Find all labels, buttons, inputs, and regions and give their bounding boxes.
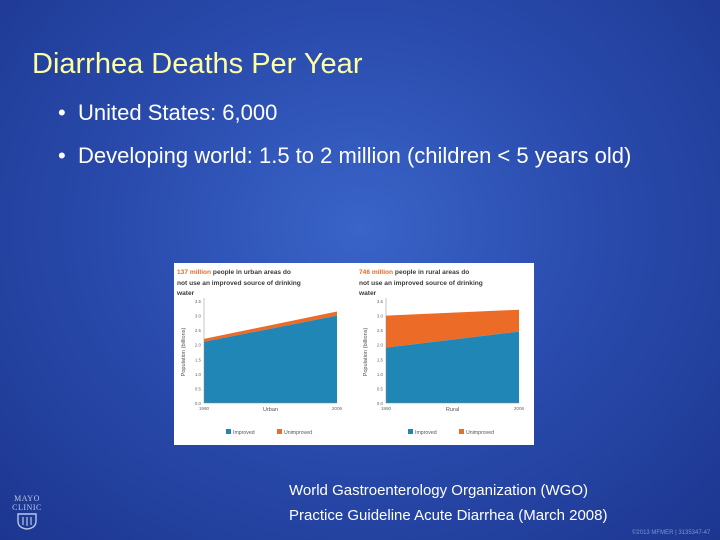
- chart-1-ytick-label: 3.0: [195, 314, 202, 319]
- bullet-text: United States: 6,000: [78, 100, 278, 125]
- chart-1-legend-label-improved: Improved: [233, 430, 255, 436]
- slide-title: Diarrhea Deaths Per Year: [32, 48, 363, 80]
- chart-2-unimproved-area: [386, 309, 519, 348]
- chart-1-legend-label-unimproved: Unimproved: [284, 430, 312, 436]
- bullet-dot: •: [58, 143, 66, 168]
- chart-1-xlabel: Urban: [263, 407, 278, 413]
- chart-2-ytick-label: 3.5: [377, 299, 384, 304]
- chart-2-xtick-label: 1990: [381, 406, 392, 411]
- citation-line-1: World Gastroenterology Organization (WGO…: [289, 482, 588, 499]
- chart-2-improved-area: [386, 331, 519, 403]
- chart-2-ytick-label: 3.0: [377, 314, 384, 319]
- chart-2-title-text: people in rural areas do: [395, 269, 469, 276]
- chart-1-ytick-label: 0.0: [195, 401, 202, 406]
- bullet-dot: •: [58, 100, 66, 125]
- chart-1-ylabel: Population (billions): [181, 327, 187, 376]
- bullet-text: Developing world: 1.5 to 2 million (chil…: [78, 143, 632, 168]
- chart-2-title-line-2: not use an improved source of drinking: [359, 280, 483, 287]
- chart-2-ytick-label: 2.0: [377, 343, 384, 348]
- chart-1-legend-swatch-unimproved: [277, 429, 282, 434]
- chart-1-title-line-1: 137 million people in urban areas do: [177, 269, 291, 276]
- shield-icon: [17, 513, 37, 530]
- copyright-notice: ©2013 MFMER | 3135347-47: [632, 530, 711, 536]
- chart-1-legend-swatch-improved: [226, 429, 231, 434]
- chart-2-legend-swatch-improved: [408, 429, 413, 434]
- logo-wordmark: MAYO CLINIC: [12, 494, 42, 512]
- chart-1-xtick-label: 2006: [332, 406, 343, 411]
- chart-1-title-text: people in urban areas do: [213, 269, 291, 276]
- chart-2-ylabel: Population (billions): [363, 327, 369, 376]
- chart-1-title-highlight: 137 million: [177, 269, 213, 276]
- mayo-clinic-logo: MAYO CLINIC: [10, 494, 44, 536]
- chart-2-ytick-label: 0.0: [377, 401, 384, 406]
- area-charts-svg: 137 million people in urban areas do not …: [176, 269, 525, 436]
- chart-1-improved-area: [204, 315, 337, 403]
- chart-1-title-line-3: water: [176, 290, 195, 297]
- chart-2-title-line-1: 746 million people in rural areas do: [359, 269, 469, 276]
- chart-1-unimproved-area: [204, 311, 337, 342]
- chart-1-ytick-label: 2.5: [195, 328, 202, 333]
- chart-1-title-line-2: not use an improved source of drinking: [177, 280, 301, 287]
- chart-2-xtick-label: 2006: [514, 406, 525, 411]
- chart-2-legend-swatch-unimproved: [459, 429, 464, 434]
- bullet-item-developing-world: • Developing world: 1.5 to 2 million (ch…: [58, 141, 658, 170]
- chart-1-ytick-label: 3.5: [195, 299, 202, 304]
- chart-2-legend-label-unimproved: Unimproved: [466, 430, 494, 436]
- chart-2-title-highlight: 746 million: [359, 269, 395, 276]
- chart-2-ytick-label: 1.5: [377, 357, 384, 362]
- citation: World Gastroenterology Organization (WGO…: [289, 478, 608, 528]
- water-source-figure: 137 million people in urban areas do not …: [174, 263, 534, 445]
- chart-1-xtick-label: 1990: [199, 406, 210, 411]
- chart-2-ytick-label: 0.5: [377, 386, 384, 391]
- chart-1-ytick-label: 1.5: [195, 357, 202, 362]
- chart-2-ytick-label: 1.0: [377, 372, 384, 377]
- chart-1-ytick-label: 0.5: [195, 386, 202, 391]
- chart-2-legend-label-improved: Improved: [415, 430, 437, 436]
- chart-2-xlabel: Rural: [446, 407, 459, 413]
- bullet-item-us: • United States: 6,000: [58, 98, 658, 127]
- chart-1-ytick-label: 1.0: [195, 372, 202, 377]
- chart-2-ytick-label: 2.5: [377, 328, 384, 333]
- bullet-list: • United States: 6,000 • Developing worl…: [58, 98, 658, 184]
- chart-2-title-line-3: water: [358, 290, 377, 297]
- citation-line-2: Practice Guideline Acute Diarrhea (March…: [289, 507, 608, 524]
- chart-1-ytick-label: 2.0: [195, 343, 202, 348]
